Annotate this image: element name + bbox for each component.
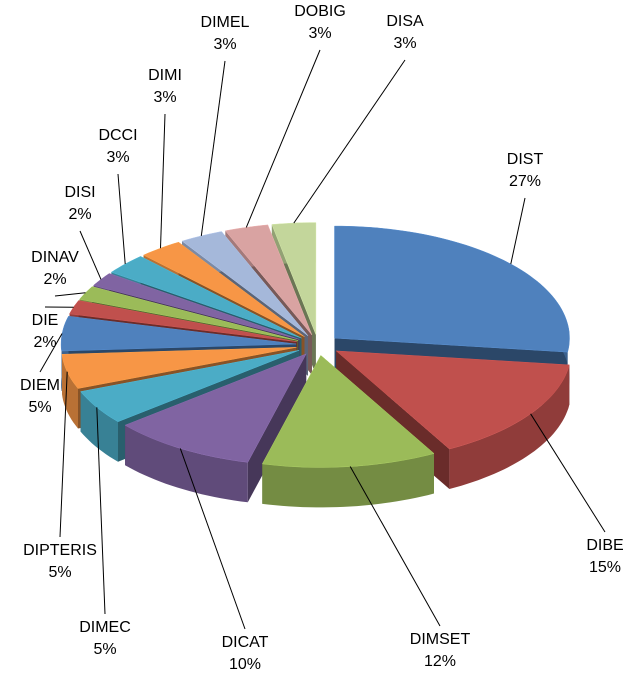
leader-line (293, 59, 406, 224)
value-label: 3% (153, 89, 176, 106)
leader-line (200, 60, 226, 236)
category-label: DOBIG (294, 3, 346, 20)
value-label: 2% (33, 334, 56, 351)
leader-line (96, 407, 106, 615)
leader-line (160, 113, 166, 249)
leader-line (79, 230, 102, 280)
value-label: 3% (213, 36, 236, 53)
category-label: DICAT (222, 634, 269, 651)
slice (60, 315, 297, 352)
value-label: 5% (28, 399, 51, 416)
slice (124, 353, 307, 503)
value-label: 2% (68, 206, 91, 223)
slice-side (125, 425, 248, 503)
slice (143, 241, 305, 337)
category-label: DIPTERIS (23, 542, 97, 559)
category-label: DIST (507, 151, 544, 168)
value-label: 3% (393, 35, 416, 52)
category-label: DIMI (148, 67, 182, 84)
slice-side (262, 453, 434, 508)
leader-line (530, 413, 606, 533)
category-label: DISI (64, 184, 95, 201)
category-label: DIMEC (79, 619, 131, 636)
value-label: 5% (48, 564, 71, 581)
value-label: 10% (229, 656, 261, 673)
slice-side (449, 364, 570, 489)
category-label: DIMEL (201, 14, 250, 31)
value-label: 2% (43, 271, 66, 288)
category-label: DIBE (586, 537, 623, 554)
leader-line (117, 173, 126, 265)
category-label: DIE (32, 312, 59, 329)
category-label: DISA (386, 13, 424, 30)
leader-line (245, 49, 321, 228)
leader-line (54, 292, 86, 297)
slice (334, 225, 570, 353)
category-label: DCCI (98, 127, 137, 144)
leader-line (59, 371, 68, 538)
value-label: 27% (509, 173, 541, 190)
leader-line (179, 448, 246, 630)
slice (261, 355, 435, 508)
value-label: 15% (589, 559, 621, 576)
leader-line (349, 466, 441, 627)
value-label: 3% (106, 149, 129, 166)
leader-line (510, 197, 526, 265)
category-label: DIEM (20, 377, 60, 394)
category-label: DIMSET (410, 631, 471, 648)
value-label: 5% (93, 641, 116, 658)
slice-side (62, 354, 78, 429)
value-label: 12% (424, 653, 456, 670)
category-label: DINAV (31, 249, 79, 266)
value-label: 3% (308, 25, 331, 42)
slice-side (80, 391, 118, 462)
leader-line (39, 333, 63, 373)
